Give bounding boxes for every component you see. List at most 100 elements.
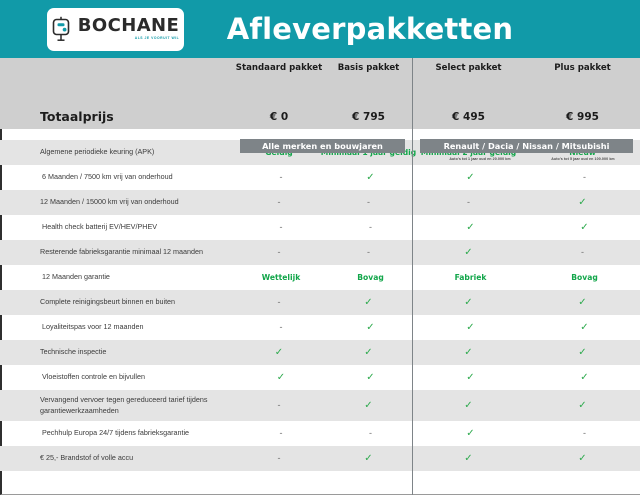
dash-icon: - [369, 428, 372, 438]
check-icon: ✓ [464, 246, 473, 258]
page-header-banner: BOCHANE ALS JE VOORUIT WIL Afleverpakket… [0, 0, 640, 58]
feature-label: Vervangend vervoer tegen gereduceerd tar… [40, 395, 208, 415]
dash-icon: - [581, 247, 584, 257]
feature-label: Technische inspectie [40, 347, 107, 357]
feature-label-cell: Complete reinigingsbeurt binnen en buite… [0, 290, 233, 315]
total-price-plus: € 995 [525, 104, 640, 129]
feature-value-cell: ✓ [414, 165, 527, 190]
dash-icon: - [279, 428, 283, 438]
price-value: € 795 [352, 110, 385, 123]
page-title: Afleverpakketten [226, 12, 514, 46]
feature-value-cell: - [325, 190, 412, 215]
check-icon: ✓ [466, 371, 475, 383]
feature-value-cell: ✓ [412, 240, 525, 265]
check-icon: ✓ [464, 399, 473, 411]
feature-label-cell: Loyaliteitspas voor 12 maanden [2, 315, 235, 340]
bochane-logo: BOCHANE ALS JE VOORUIT WIL [47, 8, 184, 51]
package-header-select: Select pakket [412, 58, 525, 78]
feature-label: Pechhulp Europa 24/7 tijdens fabrieksgar… [42, 428, 190, 438]
feature-value-cell: ✓ [525, 190, 640, 215]
logo-wordmark: BOCHANE [77, 14, 180, 36]
feature-label: Complete reinigingsbeurt binnen en buite… [40, 297, 176, 307]
total-price-standaard: € 0 [233, 104, 325, 129]
feature-value-cell: - [235, 165, 327, 190]
feature-value-cell: ✓ [327, 365, 414, 390]
check-icon: ✓ [364, 296, 373, 308]
package-header-plus: Plus pakket [525, 58, 640, 78]
check-icon: ✓ [580, 221, 589, 233]
total-price-select: € 495 [412, 104, 525, 129]
feature-label-cell: € 25,- Brandstof of volle accu [0, 446, 233, 471]
feature-value-cell: ✓ [325, 446, 412, 471]
feature-label-cell: Resterende fabrieksgarantie minimaal 12 … [0, 240, 233, 265]
feature-value-cell: ✓ [327, 165, 414, 190]
total-price-label-cell: Totaalprijs [0, 104, 233, 129]
table-row: 12 Maanden garantie Wettelijk Bovag Fabriek… [0, 265, 640, 290]
dash-icon: - [369, 222, 372, 232]
package-name-label: Standaard pakket [235, 63, 323, 73]
feature-value-cell: - [233, 240, 325, 265]
table-row: Vloeistoffen controle en bijvullen ✓ ✓ ✓ ✓ [0, 365, 640, 390]
check-icon: ✓ [578, 196, 587, 208]
feature-value-cell: ✓ [525, 340, 640, 365]
table-row: Vervangend vervoer tegen gereduceerd tar… [0, 390, 640, 421]
feature-value-cell: ✓ [325, 390, 412, 421]
feature-label-cell: 12 Maanden / 15000 km vrij van onderhoud [0, 190, 233, 215]
feature-value: Fabriek [454, 273, 487, 282]
check-icon: ✓ [578, 452, 587, 464]
feature-value-cell: ✓ [527, 365, 640, 390]
feature-value-cell: - [233, 290, 325, 315]
table-row: 12 Maanden / 15000 km vrij van onderhoud… [0, 190, 640, 215]
feature-label: Loyaliteitspas voor 12 maanden [42, 322, 144, 332]
feature-value-cell: - [527, 421, 640, 446]
feature-value-cell: - [233, 190, 325, 215]
feature-value-cell: ✓ [412, 446, 525, 471]
logo-tagline: ALS JE VOORUIT WIL [134, 35, 180, 40]
feature-value-cell: - [233, 390, 325, 421]
price-value: € 0 [269, 110, 289, 123]
feature-label-cell: Technische inspectie [0, 340, 233, 365]
feature-label: Algemene periodieke keuring (APK) [40, 147, 155, 157]
dash-icon: - [277, 197, 281, 207]
package-comparison-table: Standaard pakket Basis pakket Select pak… [0, 58, 640, 495]
scope-band-brands-list: Renault / Dacia / Nissan / Mitsubishi [420, 139, 633, 153]
feature-label: 12 Maanden garantie [42, 272, 110, 282]
table-row: Resterende fabrieksgarantie minimaal 12 … [0, 240, 640, 265]
feature-value-cell: ✓ [527, 215, 640, 240]
feature-label: 12 Maanden / 15000 km vrij van onderhoud [40, 197, 179, 207]
subnote-plus: Auto's tot 5 jaar oud en 100.000 km [551, 157, 615, 161]
dash-icon: - [279, 172, 283, 182]
feature-value-cell: - [235, 315, 327, 340]
dash-icon: - [367, 197, 370, 207]
table-footer-strip [0, 471, 640, 495]
feature-value: Wettelijk [261, 273, 301, 282]
dash-icon: - [467, 197, 470, 207]
feature-value-cell: - [527, 165, 640, 190]
check-icon: ✓ [466, 427, 475, 439]
feature-label-cell: Pechhulp Europa 24/7 tijdens fabrieksgar… [2, 421, 235, 446]
feature-value-cell: ✓ [412, 340, 525, 365]
feature-label: Health check batterij EV/HEV/PHEV [42, 222, 158, 232]
check-icon: ✓ [276, 371, 286, 383]
check-icon: ✓ [466, 171, 475, 183]
feature-value-cell: Fabriek [414, 265, 527, 290]
feature-value-cell: ✓ [414, 315, 527, 340]
bochane-b-mark-icon [52, 16, 73, 42]
package-name-label: Select pakket [435, 63, 502, 73]
check-icon: ✓ [580, 321, 589, 333]
feature-value-cell: ✓ [327, 315, 414, 340]
feature-label: 6 Maanden / 7500 km vrij van onderhoud [42, 172, 173, 182]
feature-value-cell: ✓ [412, 390, 525, 421]
feature-value-cell: ✓ [325, 340, 412, 365]
feature-value-cell: - [412, 190, 525, 215]
check-icon: ✓ [464, 346, 473, 358]
feature-label-cell: 6 Maanden / 7500 km vrij van onderhoud [2, 165, 235, 190]
check-icon: ✓ [578, 296, 587, 308]
feature-value-cell: - [233, 446, 325, 471]
feature-value-cell: - [235, 421, 327, 446]
feature-value-cell: ✓ [414, 215, 527, 240]
feature-value-cell: ✓ [525, 446, 640, 471]
price-value: € 495 [452, 110, 485, 123]
package-scope-band-row [0, 78, 640, 95]
